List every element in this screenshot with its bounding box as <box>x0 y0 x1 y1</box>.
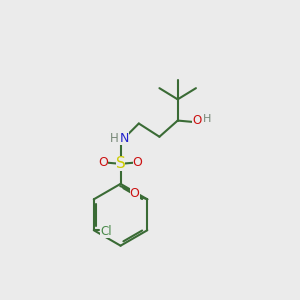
Text: O: O <box>130 187 140 200</box>
Text: H: H <box>203 114 211 124</box>
Text: S: S <box>116 156 125 171</box>
Text: H: H <box>110 132 118 145</box>
Text: N: N <box>119 132 129 145</box>
Text: O: O <box>133 156 142 169</box>
Text: O: O <box>192 114 201 127</box>
Text: Cl: Cl <box>100 225 112 238</box>
Text: O: O <box>98 156 108 169</box>
